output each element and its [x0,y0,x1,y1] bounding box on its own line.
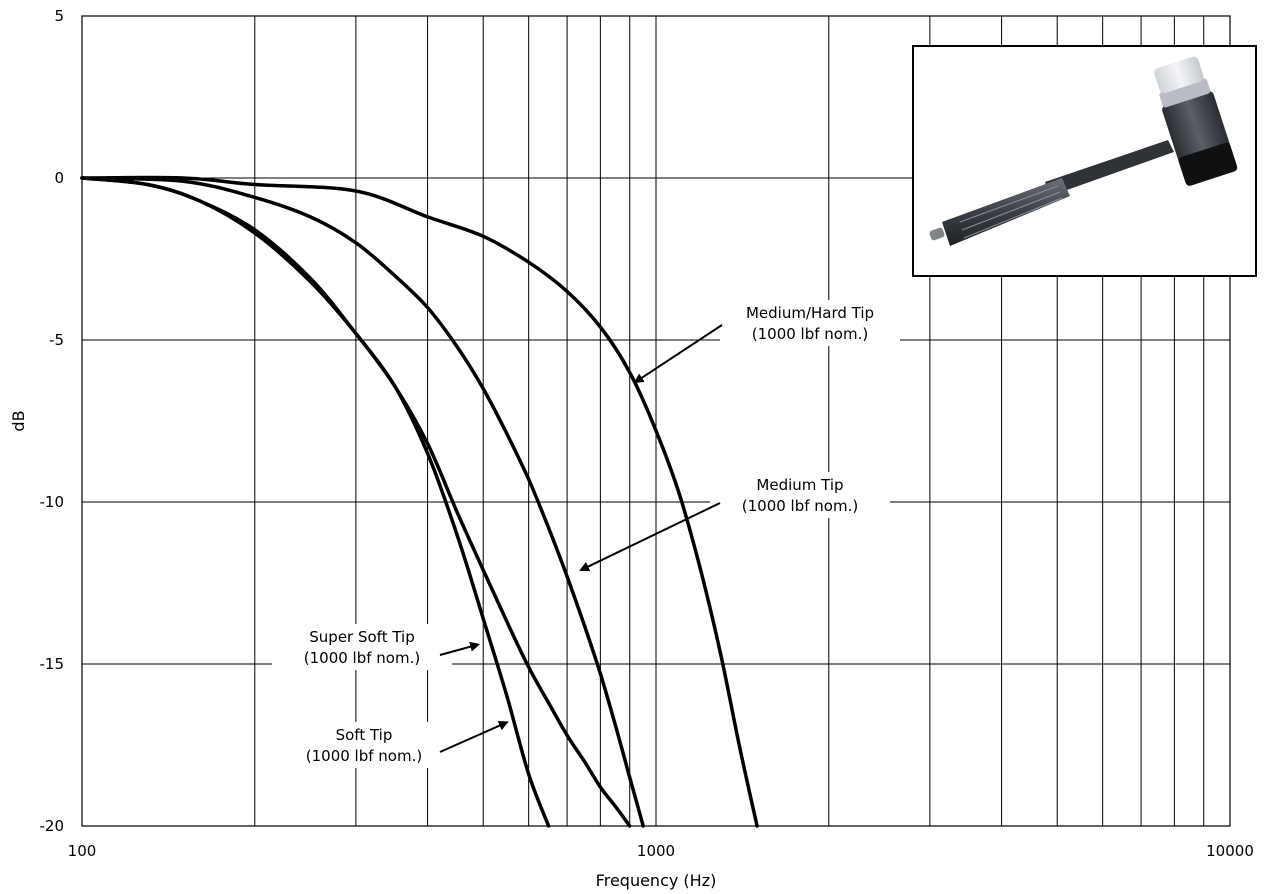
annotation-arrow [439,641,481,656]
annotation-label: (1000 lbf nom.) [306,747,422,765]
y-tick-label: 0 [54,169,64,187]
x-tick-label: 10000 [1206,842,1254,860]
annotation-backing [720,300,900,346]
annotation-label: Super Soft Tip [309,628,414,646]
y-tick-label: -5 [49,331,64,349]
annotation-arrow [579,502,721,572]
series-line-0 [80,175,759,828]
y-tick-label: -15 [40,655,65,673]
x-tick-label: 1000 [637,842,675,860]
x-axis-title: Frequency (Hz) [596,871,717,890]
plot-frame [81,15,1231,827]
series-line-1 [80,176,645,828]
annotation-backing [710,472,890,518]
impact-hammer-photo [912,45,1257,277]
annotation-label: (1000 lbf nom.) [752,325,868,343]
annotation-label: (1000 lbf nom.) [742,497,858,515]
hammer-icon [929,56,1238,246]
y-tick-label: -10 [40,493,65,511]
x-tick-label: 100 [68,842,97,860]
grid [82,16,1230,826]
annotation-arrow [439,720,509,753]
y-tick-label: 5 [54,7,64,25]
y-axis-title: dB [9,410,28,431]
annotation-label: (1000 lbf nom.) [304,649,420,667]
annotation-backing [274,722,454,768]
series [80,175,759,828]
annotation-label: Medium/Hard Tip [746,304,874,322]
y-tick-label: -20 [40,817,65,835]
annotation-backing [272,624,452,670]
annotation-label: Medium Tip [756,476,843,494]
annotation-label: Soft Tip [336,726,393,744]
series-line-3 [80,176,632,828]
annotation-arrow [633,324,723,384]
annotations: Medium/Hard Tip (1000 lbf nom.) Medium Tip… [272,300,900,768]
